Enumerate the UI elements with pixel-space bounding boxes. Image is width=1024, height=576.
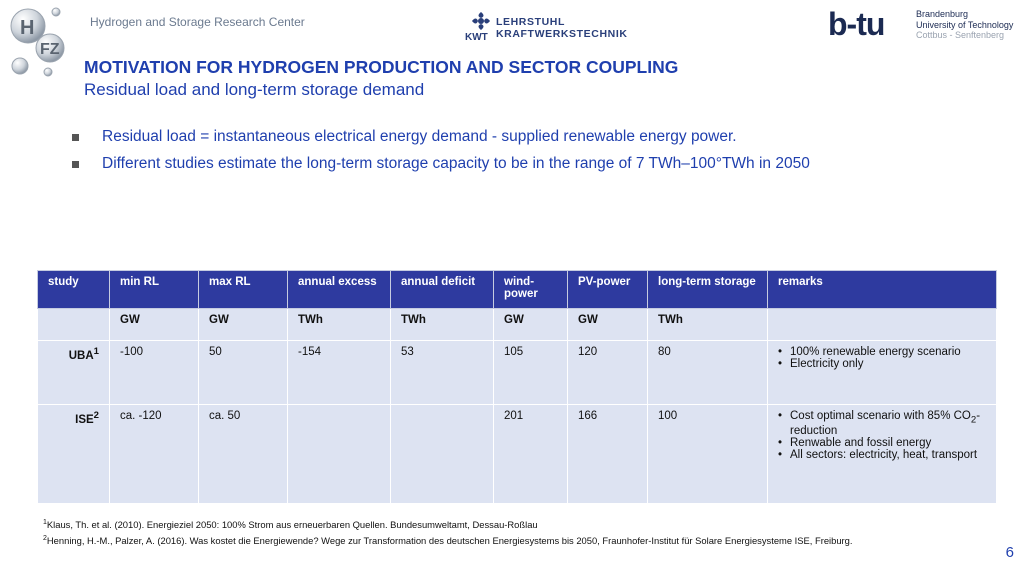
unit-cell: TWh — [647, 308, 768, 341]
btu-logo: b-tu Brandenburg University of Technolog… — [828, 6, 1018, 46]
storage-studies-table: study min RL max RL annual excess annual… — [37, 270, 997, 504]
header-cell: annual deficit — [390, 270, 494, 309]
btu-line3: Cottbus - Senftenberg — [916, 30, 1005, 40]
btu-lines: Brandenburg University of Technology Cot… — [916, 9, 1013, 41]
kwt-emblem-icon — [472, 12, 490, 30]
h2fz-logo: H FZ — [10, 7, 65, 77]
svg-text:FZ: FZ — [40, 41, 60, 58]
remark-item: Cost optimal scenario with 85% CO2-reduc… — [778, 410, 986, 437]
deficit-cell: 53 — [390, 340, 494, 405]
study-ref: 1 — [93, 346, 99, 357]
max-rl-cell: ca. 50 — [198, 404, 288, 504]
unit-cell: GW — [567, 308, 648, 341]
remark-text: -reduction — [790, 410, 981, 438]
remark-item: Renwable and fossil energy — [778, 437, 986, 449]
wind-cell: 201 — [493, 404, 568, 504]
min-rl-cell: -100 — [109, 340, 199, 405]
btu-wordmark: b-tu — [828, 6, 885, 42]
kwt-short: KWT — [465, 32, 488, 43]
remark-item: Electricity only — [778, 358, 986, 370]
unit-cell — [37, 308, 110, 341]
header-cell: PV-power — [567, 270, 648, 309]
remark-subscript: 2 — [970, 414, 977, 426]
kwt-line2: KRAFTWERKSTECHNIK — [496, 28, 628, 40]
remarks-cell: 100% renewable energy scenario Electrici… — [767, 340, 997, 405]
pv-cell: 166 — [567, 404, 648, 504]
footnote-marker: 2 — [43, 535, 47, 542]
square-bullet-icon — [72, 134, 79, 141]
btu-line2: University of Technology — [916, 19, 1014, 30]
units-row: GW GW TWh TWh GW GW TWh — [37, 308, 997, 341]
square-bullet-icon — [72, 161, 79, 168]
slide-subtitle: Residual load and long-term storage dema… — [84, 80, 425, 99]
kwt-logo: KWT LEHRSTUHL KRAFTWERKSTECHNIK — [465, 10, 627, 44]
study-name: UBA — [68, 349, 94, 362]
table-row: ISE2 ca. -120 ca. 50 201 166 100 Cost op… — [37, 404, 997, 504]
study-cell: UBA1 — [37, 340, 110, 405]
header-cell: max RL — [198, 270, 288, 309]
remark-item: All sectors: electricity, heat, transpor… — [778, 449, 986, 461]
header-cell: wind-power — [493, 270, 568, 309]
bullet-item: Different studies estimate the long-term… — [72, 155, 1012, 173]
slide-title: MOTIVATION FOR HYDROGEN PRODUCTION AND S… — [84, 57, 679, 77]
pv-cell: 120 — [567, 340, 648, 405]
storage-cell: 80 — [647, 340, 768, 405]
unit-cell: GW — [109, 308, 199, 341]
unit-cell — [767, 308, 997, 341]
unit-cell: TWh — [287, 308, 391, 341]
header-cell: long-term storage — [647, 270, 768, 309]
footnote-text: Klaus, Th. et al. (2010). Energieziel 20… — [46, 519, 538, 531]
bullet-text: Different studies estimate the long-term… — [102, 155, 810, 172]
svg-text:H: H — [20, 17, 34, 39]
remarks-list: 100% renewable energy scenario Electrici… — [778, 346, 986, 370]
study-name: ISE — [75, 413, 94, 426]
remarks-list: Cost optimal scenario with 85% CO2-reduc… — [778, 410, 986, 461]
excess-cell — [287, 404, 391, 504]
kwt-text: LEHRSTUHL KRAFTWERKSTECHNIK — [496, 16, 628, 40]
bullet-list: Residual load = instantaneous electrical… — [72, 128, 1012, 182]
footnote-text: Henning, H.-M., Palzer, A. (2016). Was k… — [46, 535, 853, 547]
header-cell: remarks — [767, 270, 997, 309]
footnote-2: 2Henning, H.-M., Palzer, A. (2016). Was … — [43, 533, 933, 547]
deficit-cell — [390, 404, 494, 504]
remarks-cell: Cost optimal scenario with 85% CO2-reduc… — [767, 404, 997, 504]
header-cell: annual excess — [287, 270, 391, 309]
unit-cell: GW — [198, 308, 288, 341]
footnote-marker: 1 — [43, 519, 47, 526]
btu-line1: Brandenburg — [916, 9, 969, 19]
remark-text: Cost optimal scenario with 85% CO — [790, 410, 971, 422]
unit-cell: TWh — [390, 308, 494, 341]
header-cell: study — [37, 270, 110, 309]
footnote-1: 1Klaus, Th. et al. (2010). Energieziel 2… — [43, 517, 943, 531]
bullet-item: Residual load = instantaneous electrical… — [72, 128, 1012, 146]
max-rl-cell: 50 — [198, 340, 288, 405]
study-cell: ISE2 — [37, 404, 110, 504]
excess-cell: -154 — [287, 340, 391, 405]
kwt-line1: LEHRSTUHL — [496, 16, 565, 28]
research-center-name: Hydrogen and Storage Research Center — [90, 15, 305, 29]
table-row: UBA1 -100 50 -154 53 105 120 80 100% ren… — [37, 340, 997, 405]
remark-item: 100% renewable energy scenario — [778, 346, 986, 358]
storage-cell: 100 — [647, 404, 768, 504]
header-cell: min RL — [109, 270, 199, 309]
table-header-row: study min RL max RL annual excess annual… — [37, 270, 997, 309]
bullet-text: Residual load = instantaneous electrical… — [102, 128, 737, 145]
unit-cell: GW — [493, 308, 568, 341]
wind-cell: 105 — [493, 340, 568, 405]
study-ref: 2 — [93, 410, 99, 421]
min-rl-cell: ca. -120 — [109, 404, 199, 504]
page-number: 6 — [1005, 544, 1014, 561]
